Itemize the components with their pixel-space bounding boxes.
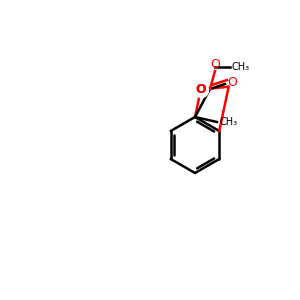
- Text: O: O: [196, 83, 206, 96]
- Text: CH₃: CH₃: [232, 62, 250, 72]
- Text: O: O: [227, 76, 237, 88]
- Text: CH₃: CH₃: [219, 117, 237, 127]
- Text: O: O: [196, 83, 206, 96]
- Text: O: O: [210, 58, 220, 71]
